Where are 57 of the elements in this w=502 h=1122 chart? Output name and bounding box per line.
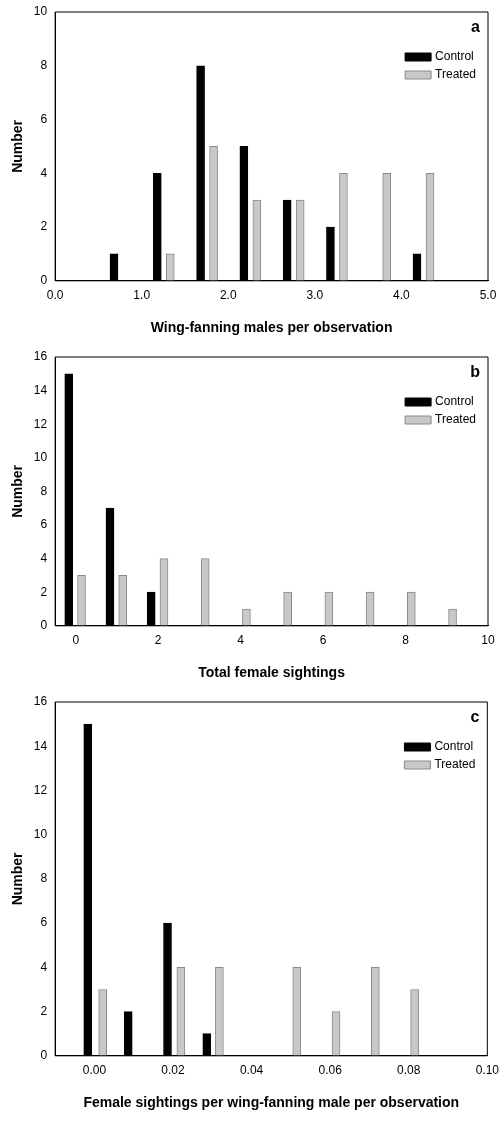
annotation: c: [470, 708, 480, 726]
y-tick-label: 16: [33, 349, 48, 364]
x-tick-label: 0.08: [397, 1063, 421, 1078]
y-tick-label: 14: [33, 382, 48, 397]
x-tick-label: 10: [481, 633, 495, 648]
y-tick-label: 0: [40, 273, 48, 288]
annotation: b: [470, 363, 481, 381]
x-tick-label: 1.0: [133, 288, 151, 303]
x-tick-label: 0.04: [239, 1063, 264, 1078]
y-tick-label: 6: [40, 111, 48, 126]
x-tick-label: 4.0: [393, 288, 411, 303]
legend-label: Control: [435, 49, 474, 64]
y-axis-title: Number: [9, 851, 26, 906]
x-tick-label: 3.0: [306, 288, 324, 303]
y-tick-label: 8: [40, 58, 48, 73]
y-tick-label: 2: [40, 1003, 48, 1018]
y-tick-label: 6: [40, 915, 48, 930]
x-tick-label: 4: [237, 633, 245, 648]
y-tick-label: 0: [40, 618, 48, 633]
x-axis-title: Wing-fanning males per observation: [150, 319, 393, 336]
y-axis-title: Number: [9, 119, 26, 173]
x-tick-label: 8: [402, 633, 410, 648]
x-tick-label: 0.06: [318, 1063, 343, 1078]
y-tick-label: 12: [33, 416, 48, 431]
y-tick-label: 4: [40, 550, 48, 565]
x-tick-label: 0.02: [161, 1063, 186, 1078]
x-axis-title: Total female sightings: [198, 664, 346, 681]
legend-label: Treated: [434, 757, 476, 772]
y-tick-label: 10: [33, 450, 48, 465]
annotation: a: [471, 18, 481, 36]
y-tick-label: 0: [40, 1048, 48, 1063]
x-tick-label: 6: [319, 633, 327, 648]
x-axis-title: Female sightings per wing-fanning male per observation: [83, 1094, 460, 1111]
x-tick-label: 2.0: [219, 288, 237, 303]
y-tick-label: 12: [33, 782, 48, 797]
y-tick-label: 2: [40, 219, 48, 234]
legend-label: Treated: [435, 412, 477, 427]
x-tick-label: 0.10: [475, 1063, 500, 1078]
x-tick-label: 2: [154, 633, 162, 648]
y-tick-label: 10: [33, 826, 48, 841]
legend-label: Control: [434, 739, 474, 754]
legend-label: Control: [435, 394, 474, 409]
y-tick-label: 4: [40, 959, 48, 974]
x-tick-label: 0: [72, 633, 80, 648]
legend-label: Treated: [435, 67, 477, 82]
y-tick-label: 10: [33, 4, 48, 19]
y-tick-label: 4: [40, 165, 48, 180]
x-tick-label: 0.00: [82, 1063, 107, 1078]
x-tick-label: 5.0: [479, 288, 497, 303]
y-tick-label: 8: [40, 483, 48, 498]
y-tick-label: 2: [40, 584, 48, 599]
y-tick-label: 8: [40, 871, 48, 886]
y-tick-label: 16: [33, 694, 48, 709]
x-tick-label: 0.0: [46, 288, 64, 303]
y-axis-title: Number: [9, 464, 26, 518]
y-tick-label: 14: [33, 738, 48, 753]
y-tick-label: 6: [40, 517, 48, 532]
